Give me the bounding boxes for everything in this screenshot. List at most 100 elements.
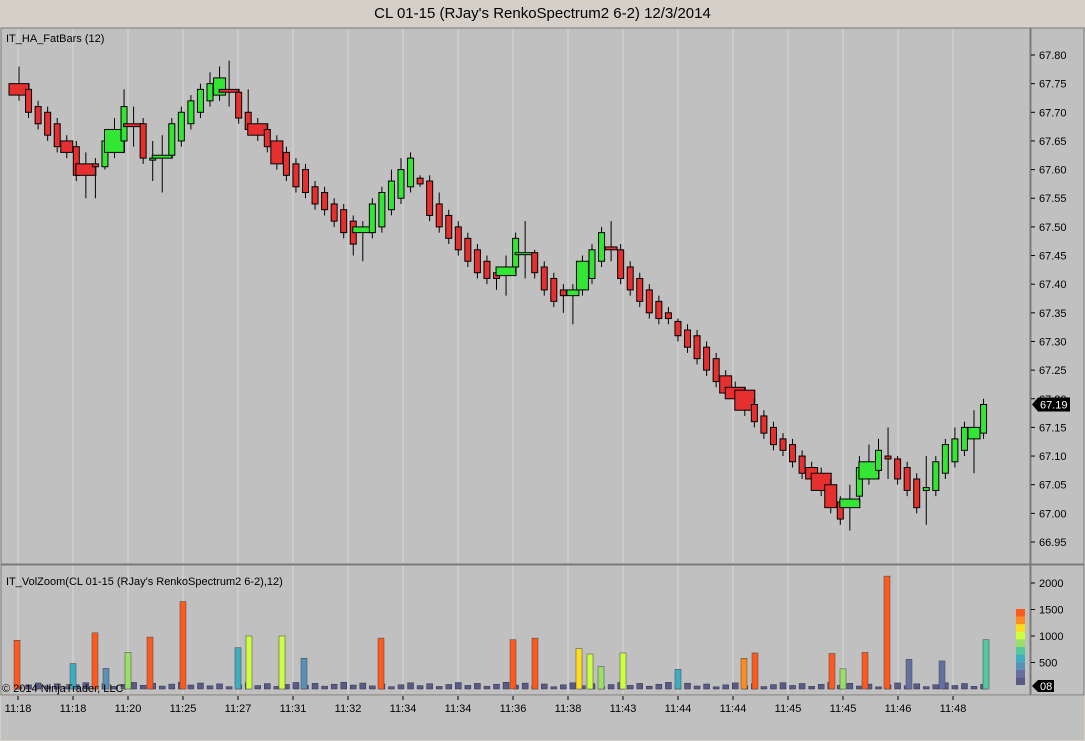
price-panel[interactable] xyxy=(0,27,1031,565)
price-tick-label: 67.05 xyxy=(1039,480,1067,492)
volume-bar xyxy=(938,660,946,690)
candle-body xyxy=(839,498,861,509)
time-tick-label: 11:27 xyxy=(225,703,252,715)
volume-bar xyxy=(808,686,815,690)
volume-bar xyxy=(321,685,328,690)
volume-bar xyxy=(760,686,768,690)
candle-body xyxy=(575,260,589,291)
volume-bar xyxy=(541,683,548,690)
candle-body xyxy=(340,209,348,234)
legend-swatch xyxy=(1016,647,1025,655)
candle-body xyxy=(464,237,472,262)
price-tick-label: 67.60 xyxy=(1039,165,1067,177)
price-tick-label: 67.00 xyxy=(1039,508,1067,520)
candle-body xyxy=(387,180,395,211)
volume-bar xyxy=(359,682,367,690)
volume-bar xyxy=(636,683,643,690)
candle-body xyxy=(25,88,33,113)
volume-bar xyxy=(179,601,187,690)
volume-bar xyxy=(474,683,481,690)
volume-bar xyxy=(607,684,615,690)
candle-body xyxy=(235,91,243,119)
volume-bar xyxy=(159,685,166,690)
volume-axis xyxy=(1030,564,1085,696)
volume-bar xyxy=(521,682,529,690)
price-tick-label: 67.25 xyxy=(1039,365,1067,377)
candle-body xyxy=(270,140,284,165)
candle-body xyxy=(824,484,838,509)
candle-body xyxy=(416,177,424,185)
time-tick-label: 11:43 xyxy=(610,703,637,715)
volume-bar xyxy=(789,685,796,690)
candle-body xyxy=(34,106,42,125)
candle-body xyxy=(712,358,720,383)
volume-bar xyxy=(560,684,567,690)
time-tick-label: 11:44 xyxy=(720,703,747,715)
volume-bar xyxy=(234,647,242,690)
volume-bar xyxy=(502,682,510,690)
time-tick-labels: 11:18 11:18 11:20 11:25 11:27 11:31 11:32 11:34… xyxy=(5,696,966,715)
volume-bar xyxy=(34,682,42,690)
volume-bar xyxy=(626,685,634,690)
volume-bar xyxy=(388,686,395,690)
price-tick-label: 67.30 xyxy=(1039,336,1067,348)
volume-bar xyxy=(225,686,233,690)
volume-bar xyxy=(703,683,710,690)
volume-bar xyxy=(377,637,385,690)
candle-body xyxy=(769,426,777,446)
price-tick-label: 67.35 xyxy=(1039,308,1067,320)
legend-swatch xyxy=(1016,662,1025,670)
volume-bar xyxy=(875,686,882,690)
volume-bar xyxy=(798,683,806,690)
price-tick-label: 67.70 xyxy=(1039,107,1067,119)
candle-body xyxy=(559,289,567,297)
candle-body xyxy=(378,192,386,228)
candle-body xyxy=(664,312,672,320)
volume-bar xyxy=(839,668,847,690)
volume-bar xyxy=(397,684,405,690)
candle-body xyxy=(187,100,195,125)
volume-bar xyxy=(905,659,913,690)
candle-body xyxy=(875,449,882,471)
legend-swatch xyxy=(1016,609,1025,617)
candle-body xyxy=(292,163,300,188)
volume-bar xyxy=(951,685,959,690)
volume-bars xyxy=(13,575,990,690)
volume-bar xyxy=(69,663,77,690)
volume-bar xyxy=(91,632,99,690)
volume-bar xyxy=(464,685,472,690)
volume-bar xyxy=(25,684,32,690)
volume-bar xyxy=(435,686,443,690)
volume-bar xyxy=(894,682,901,690)
volume-bar xyxy=(712,686,720,690)
candle-body xyxy=(941,444,949,474)
candle-body xyxy=(263,128,271,148)
candle-body xyxy=(206,83,214,102)
last-volume-marker: 08 xyxy=(1032,680,1054,693)
candle-body xyxy=(903,467,911,491)
time-tick-label: 11:34 xyxy=(390,703,417,715)
volume-bar xyxy=(13,639,21,690)
candle-body xyxy=(321,192,329,211)
candle-body xyxy=(884,455,892,460)
legend-swatch xyxy=(1016,669,1025,678)
volume-bar xyxy=(330,683,338,690)
time-axis xyxy=(1,696,1084,740)
price-tick-label: 67.50 xyxy=(1039,222,1067,234)
volume-tick-label: 1000 xyxy=(1039,631,1063,643)
volume-bar xyxy=(82,682,90,690)
volume-bar xyxy=(124,652,132,690)
volume-bar xyxy=(575,648,583,690)
volume-bar xyxy=(932,684,940,690)
volume-bar xyxy=(779,682,787,690)
candle-body xyxy=(426,180,434,216)
volume-bar xyxy=(102,668,110,690)
volume-bar xyxy=(961,683,968,690)
legend-swatch xyxy=(1016,677,1025,685)
candle-body xyxy=(168,123,176,156)
candle-body xyxy=(913,478,921,509)
candle-body xyxy=(693,335,701,360)
volume-bar xyxy=(455,682,462,690)
volume-bar xyxy=(684,682,691,690)
